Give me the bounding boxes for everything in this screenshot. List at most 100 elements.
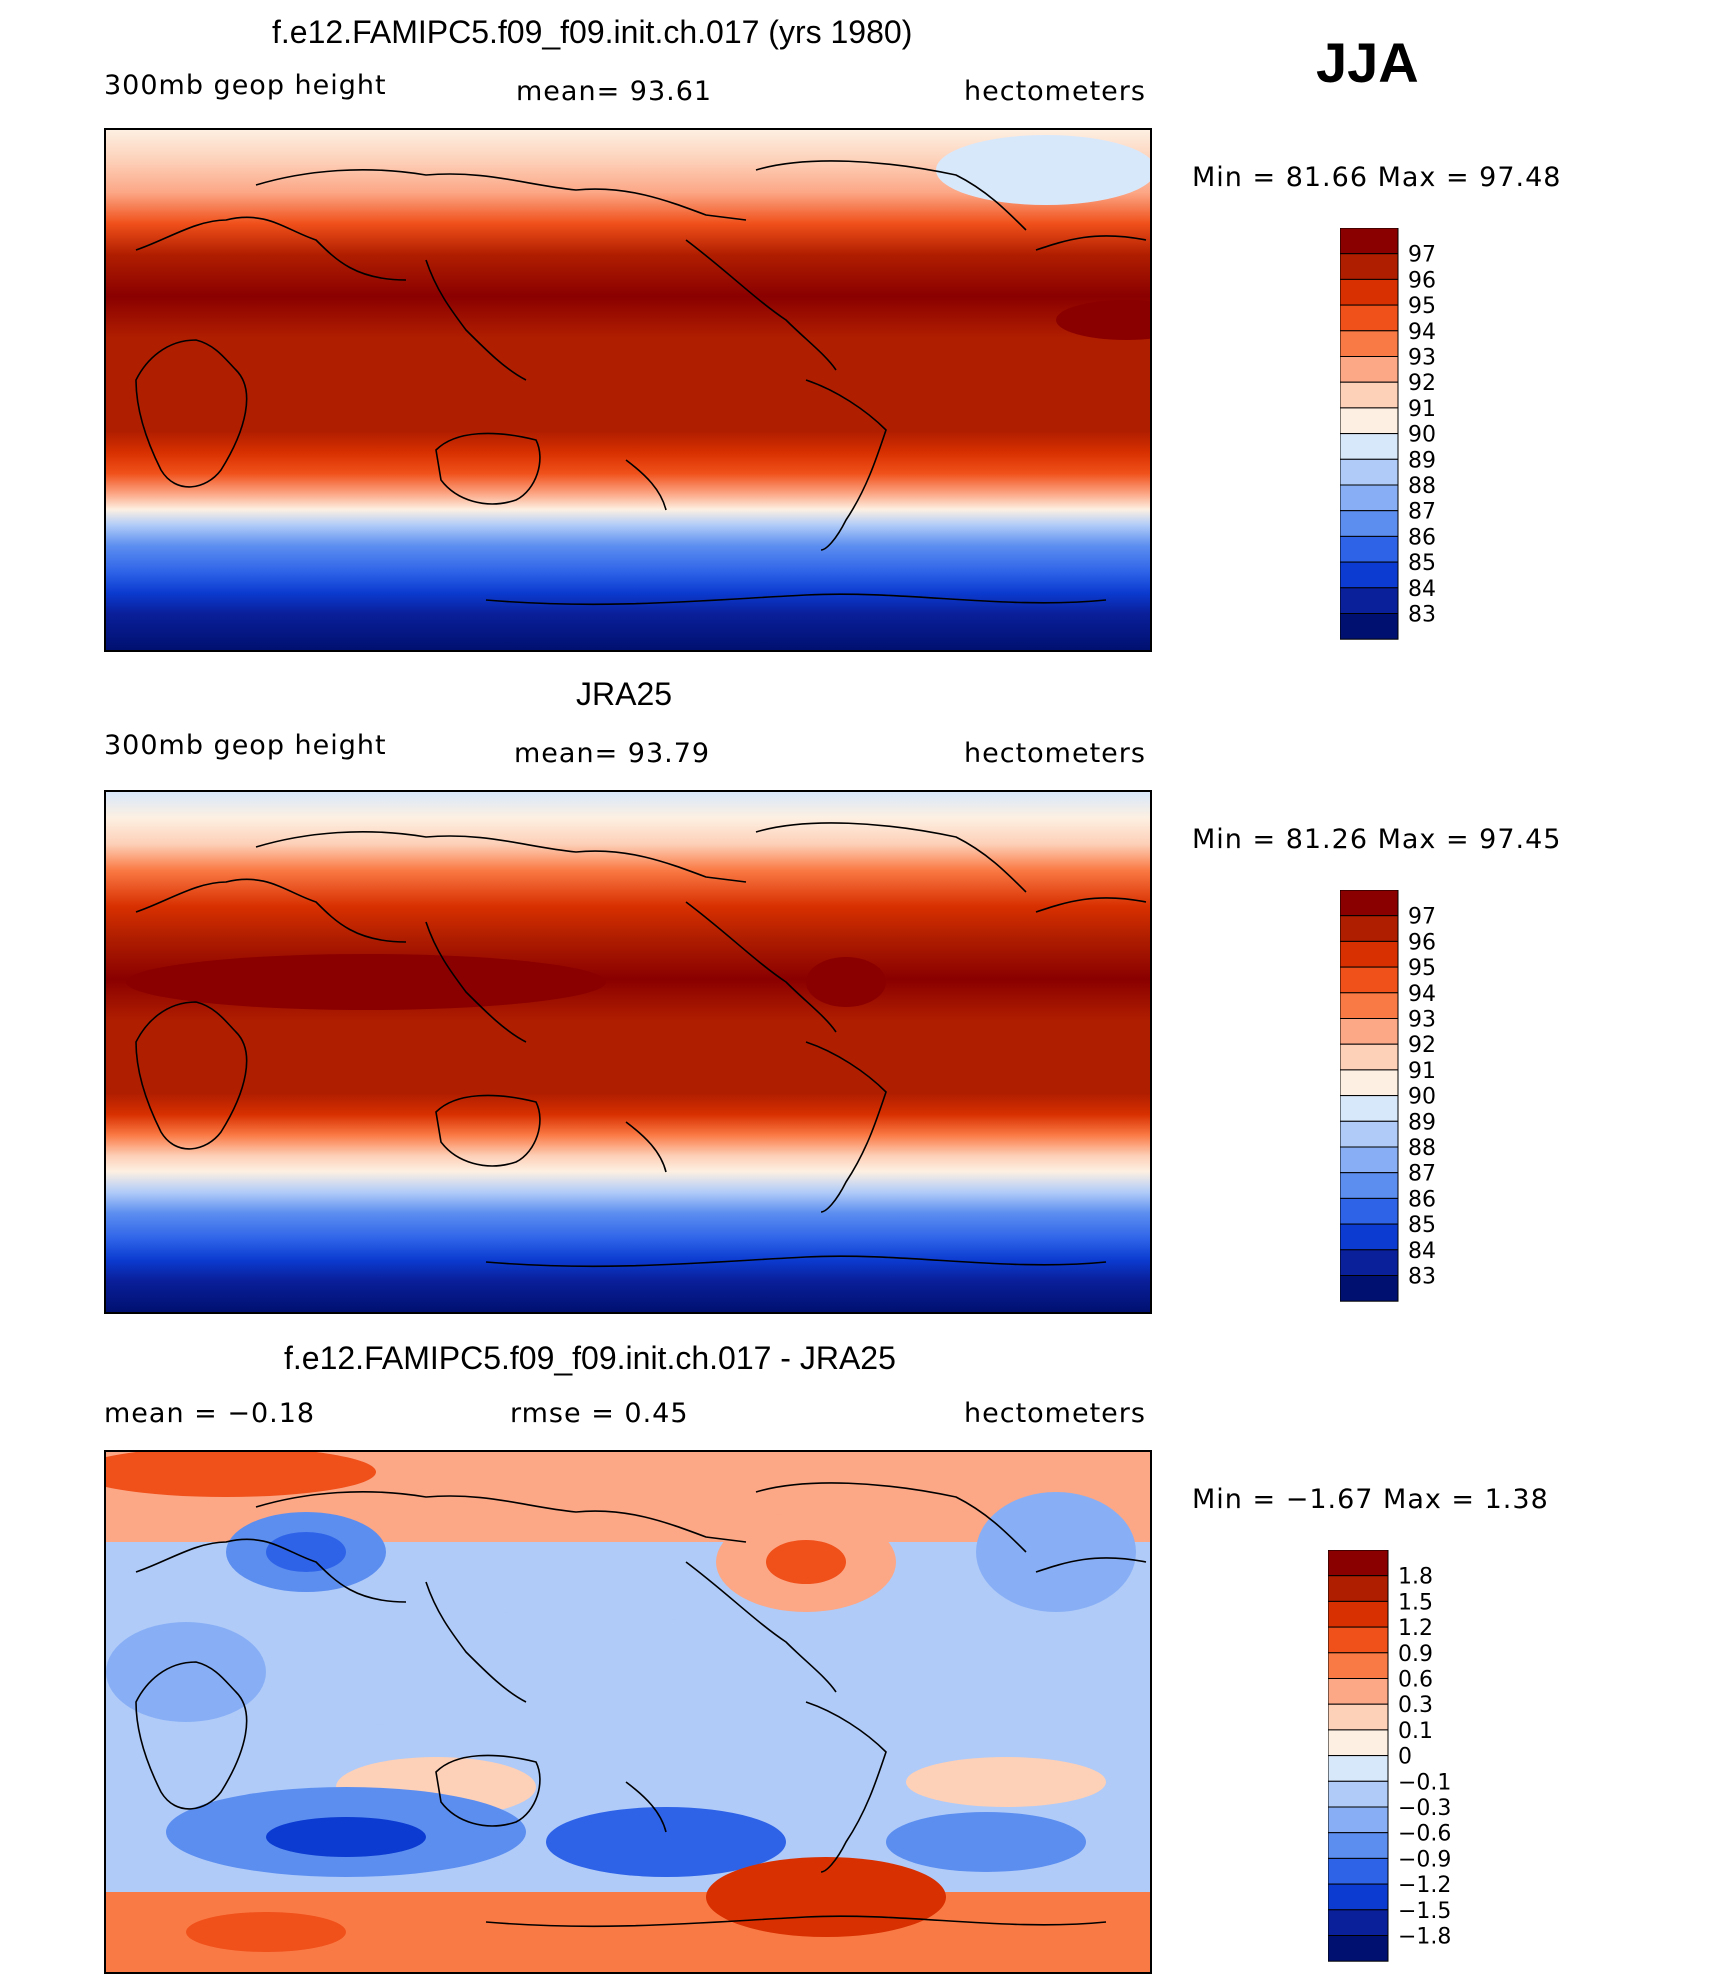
panel-1-colorbar: 97 96 95 94 93 92 91 90 89 88 87 86 85 84 83 [1339,227,1500,653]
colorbar-box [1339,330,1399,358]
colorbar-label: −1.8 [1398,1925,1451,1950]
colorbar-box [1339,992,1399,1020]
colorbar-box [1327,1703,1389,1731]
colorbar-label: 95 [1408,294,1436,319]
panel-3-title: f.e12.FAMIPC5.f09_f09.init.ch.017 - JRA2… [284,1340,896,1376]
colorbar-box [1339,1018,1399,1045]
panel-2-field [106,792,1150,1312]
panel-3-coastlines [135,1482,1147,1928]
colorbar-box [1339,1172,1399,1199]
colorbar-box [1327,1806,1389,1834]
panel-1-field [106,130,1150,650]
colorbar-box [1339,966,1399,994]
colorbar-box [1339,1275,1399,1302]
colorbar-box [1339,304,1399,332]
panel-2-units-label: hectometers [964,738,1146,769]
colorbar-label: 85 [1408,1213,1436,1238]
colorbar-label: 83 [1408,1265,1436,1290]
colorbar-label: 0.9 [1398,1642,1433,1667]
panel-3-minmax: Min = −1.67 Max = 1.38 [1192,1484,1549,1515]
colorbar-label: −0.6 [1398,1822,1451,1847]
colorbar-box [1339,1120,1399,1148]
panel-2-coastlines [135,822,1147,1268]
panel-2-mexican-high [806,957,886,1007]
panel-1-minmax: Min = 81.66 Max = 97.48 [1192,162,1562,193]
colorbar-label: 0.6 [1398,1668,1433,1693]
panel-1-units-label: hectometers [964,76,1146,107]
panel-1-arctic-low [936,135,1150,205]
panel-2-asian-high [126,954,606,1010]
colorbar-label: 96 [1408,268,1436,293]
colorbar-box [1327,1755,1389,1782]
colorbar-box [1327,1883,1389,1911]
panel-2-variable-label: 300mb geop height [104,730,387,761]
panel-1-atlantic-high [1056,300,1150,340]
panel-1-title: f.e12.FAMIPC5.f09_f09.init.ch.017 (yrs 1… [272,14,913,50]
colorbar-label: 92 [1408,1033,1436,1058]
panel-2-title: JRA25 [576,676,673,712]
colorbar-label: 95 [1408,956,1436,981]
colorbar-label: 86 [1408,525,1436,550]
colorbar-box [1339,535,1399,563]
colorbar-label: 91 [1408,1059,1436,1084]
colorbar-box [1327,1678,1389,1705]
colorbar-label: 94 [1408,982,1436,1007]
colorbar-label: −1.2 [1398,1873,1451,1898]
colorbar-box [1339,1095,1399,1122]
colorbar-label: −0.1 [1398,1770,1451,1795]
colorbar-label: 93 [1408,346,1436,371]
colorbar-label: 89 [1408,1110,1436,1135]
colorbar-box [1339,484,1399,512]
colorbar-label: 90 [1408,423,1436,448]
colorbar-label: 97 [1408,905,1436,930]
colorbar-box [1339,1043,1399,1071]
panel-2-mean-label: mean= 93.79 [514,738,711,769]
panel-2-colorbar: 97 96 95 94 93 92 91 90 89 88 87 86 85 84 83 [1339,889,1500,1315]
colorbar-label: −0.3 [1398,1796,1451,1821]
colorbar-box [1339,278,1399,306]
colorbar-label: 93 [1408,1008,1436,1033]
colorbar-box [1327,1729,1389,1757]
colorbar-box [1339,381,1399,409]
colorbar-box [1327,1832,1389,1859]
colorbar-label: 0 [1398,1745,1412,1770]
colorbar-box [1327,1857,1389,1885]
colorbar-box [1327,1626,1389,1654]
panel-2-minmax: Min = 81.26 Max = 97.45 [1192,824,1562,855]
colorbar-box [1339,1146,1399,1174]
colorbar-box [1339,1069,1399,1097]
panel-3-mean-label: mean = −0.18 [104,1398,316,1429]
colorbar-label: 86 [1408,1187,1436,1212]
colorbar-label: 92 [1408,371,1436,396]
colorbar-label: 0.3 [1398,1693,1433,1718]
panel-3-colorbar: 1.8 1.5 1.2 0.9 0.6 0.3 0.1 0 −0.1 −0.3 −0.6 −0.9 −1… [1327,1549,1508,1975]
panel-3-units-label: hectometers [964,1398,1146,1429]
colorbar-box [1339,587,1399,614]
colorbar-box [1339,253,1399,280]
colorbar-label: 83 [1408,603,1436,628]
colorbar-label: 89 [1408,448,1436,473]
colorbar-label: 97 [1408,243,1436,268]
colorbar-label: 1.2 [1398,1616,1433,1641]
colorbar-label: 87 [1408,1162,1436,1187]
colorbar-box [1339,915,1399,942]
colorbar-box [1339,407,1399,435]
colorbar-box [1327,1909,1389,1936]
panel-1-variable-label: 300mb geop height [104,70,387,101]
season-label: JJA [1316,31,1419,94]
colorbar-box [1339,1223,1399,1251]
colorbar-box [1339,433,1399,460]
colorbar-label: −1.5 [1398,1899,1451,1924]
colorbar-label: 87 [1408,500,1436,525]
colorbar-box [1339,940,1399,968]
colorbar-label: 84 [1408,577,1436,602]
panel-1-mean-label: mean= 93.61 [516,76,713,107]
colorbar-label: 85 [1408,551,1436,576]
panel-1-coastlines [135,160,1147,606]
colorbar-box [1327,1600,1389,1628]
colorbar-label: 88 [1408,474,1436,499]
colorbar-box [1339,227,1399,255]
colorbar-box [1327,1575,1389,1602]
colorbar-box [1339,561,1399,589]
colorbar-label: −0.9 [1398,1847,1451,1872]
